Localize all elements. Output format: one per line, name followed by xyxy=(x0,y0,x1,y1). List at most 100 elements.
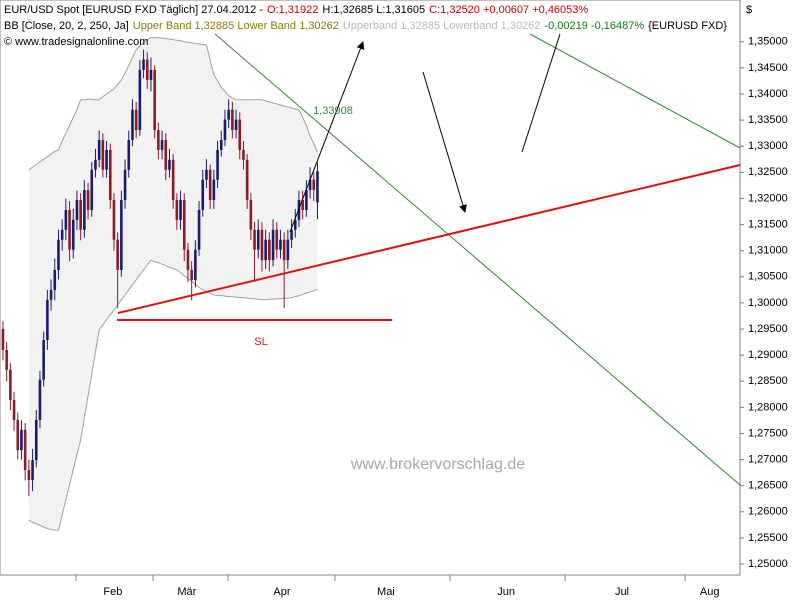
candle-body xyxy=(175,200,179,220)
candle-body xyxy=(290,229,293,240)
candle-body xyxy=(79,200,82,230)
candle-body xyxy=(208,169,212,201)
candle-body xyxy=(142,59,145,70)
candle-body xyxy=(53,270,57,290)
currency: $ xyxy=(746,4,752,16)
y-tick-label: 1,29500 xyxy=(748,323,788,335)
candle-body xyxy=(64,209,68,230)
candle-body xyxy=(212,179,216,201)
candle-body xyxy=(253,229,256,250)
y-tick-label: 1,27500 xyxy=(748,427,788,439)
candle-body xyxy=(90,169,94,210)
candle-body xyxy=(286,239,290,261)
candle-body xyxy=(216,149,219,180)
candle-body xyxy=(46,299,49,340)
candle-body xyxy=(23,429,27,471)
candle-body xyxy=(271,229,275,261)
header-part: O:1,31922 xyxy=(267,4,318,16)
candle-body xyxy=(108,149,112,201)
trend-line-green xyxy=(529,33,741,149)
candle-body xyxy=(5,349,8,370)
y-tick-label: 1,25000 xyxy=(748,558,788,570)
y-tick-label: 1,33000 xyxy=(748,140,788,152)
candle-body xyxy=(12,400,16,420)
candle-body xyxy=(9,369,12,401)
y-tick-label: 1,35000 xyxy=(748,36,788,48)
band-fill xyxy=(28,37,318,531)
candle-body xyxy=(131,109,134,140)
candle-body xyxy=(260,229,264,261)
candle-body xyxy=(231,109,234,131)
x-tick-label: Aug xyxy=(700,586,720,598)
trend-line-green xyxy=(214,33,741,486)
candle-body xyxy=(238,119,242,150)
watermark: www.brokervorschlag.de xyxy=(350,456,525,473)
candle-body xyxy=(249,200,253,230)
candle-body xyxy=(316,171,319,203)
header-part: {EURUSD FXD} xyxy=(648,20,727,32)
candle-body xyxy=(49,289,53,300)
candle-body xyxy=(205,169,208,180)
candle-body xyxy=(194,249,197,280)
candle-body xyxy=(16,419,20,451)
candle-body xyxy=(42,339,45,380)
y-tick-label: 1,31500 xyxy=(748,218,788,230)
y-tick-label: 1,26500 xyxy=(748,480,788,492)
candle-body xyxy=(101,139,105,170)
candle-body xyxy=(157,130,160,150)
annotation: 1,33908 xyxy=(313,105,353,117)
x-tick-label: Feb xyxy=(103,586,122,598)
header-part: BB [Close, 20, 2, 250, Ja] xyxy=(4,20,129,32)
candle-body xyxy=(123,169,127,201)
candle-body xyxy=(256,229,260,250)
y-tick-label: 1,32000 xyxy=(748,192,788,204)
month-separators xyxy=(75,575,686,581)
x-tick-label: Apr xyxy=(273,586,290,598)
candle-body xyxy=(127,139,131,170)
source: © www.tradesignalonline.com xyxy=(4,36,148,48)
support-line xyxy=(117,164,741,314)
candle-body xyxy=(160,139,164,150)
candle-body xyxy=(190,270,193,280)
arrow-line xyxy=(521,33,561,153)
header-part: H:1,32685 L:1,31605 xyxy=(322,4,425,16)
candle-body xyxy=(293,219,297,230)
y-tick-label: 1,25500 xyxy=(748,532,788,544)
candle-body xyxy=(68,209,71,250)
y-tick-label: 1,34500 xyxy=(748,62,788,74)
header-part: C:1,32520 +0,00607 +0,46053% xyxy=(429,4,588,16)
header-part: Upper Band 1,32885 Lower Band 1,30262 xyxy=(133,20,339,32)
candle-body xyxy=(86,190,90,210)
y-tick-label: 1,30500 xyxy=(748,271,788,283)
candle-body xyxy=(75,200,79,220)
y-tick-label: 1,33500 xyxy=(748,114,788,126)
candle-body xyxy=(31,460,34,480)
candle-body xyxy=(197,209,201,250)
header-line: EUR/USD Spot [EURUSD FXD Täglich] 27.04.… xyxy=(4,4,588,16)
candle-body xyxy=(138,69,142,131)
candle-body xyxy=(282,239,286,261)
candle-body xyxy=(227,109,230,120)
header-part: -0,00219 -0,16487% xyxy=(544,20,644,32)
candle-body xyxy=(116,239,119,271)
candle-body xyxy=(34,419,38,461)
arrow xyxy=(289,41,365,233)
x-tick-label: Mai xyxy=(377,586,395,598)
candle-body xyxy=(168,159,171,170)
candle-body xyxy=(171,159,175,201)
candle-body xyxy=(20,429,23,451)
candle-body xyxy=(301,200,304,210)
legend-line: BB [Close, 20, 2, 250, Ja] Upper Band 1,3… xyxy=(4,20,727,32)
candle-body xyxy=(27,470,31,480)
y-tick-label: 1,34000 xyxy=(748,88,788,100)
candle-body xyxy=(242,149,245,160)
candle-body xyxy=(71,219,75,250)
candle-body xyxy=(201,179,205,210)
band-line xyxy=(28,37,318,171)
candle-body xyxy=(134,109,138,131)
x-tick-label: Jun xyxy=(497,586,515,598)
candle-body xyxy=(120,200,123,271)
header-part: Upperband 1,32885 Lowerband 1,30262 xyxy=(343,20,541,32)
candle-body xyxy=(105,149,108,170)
